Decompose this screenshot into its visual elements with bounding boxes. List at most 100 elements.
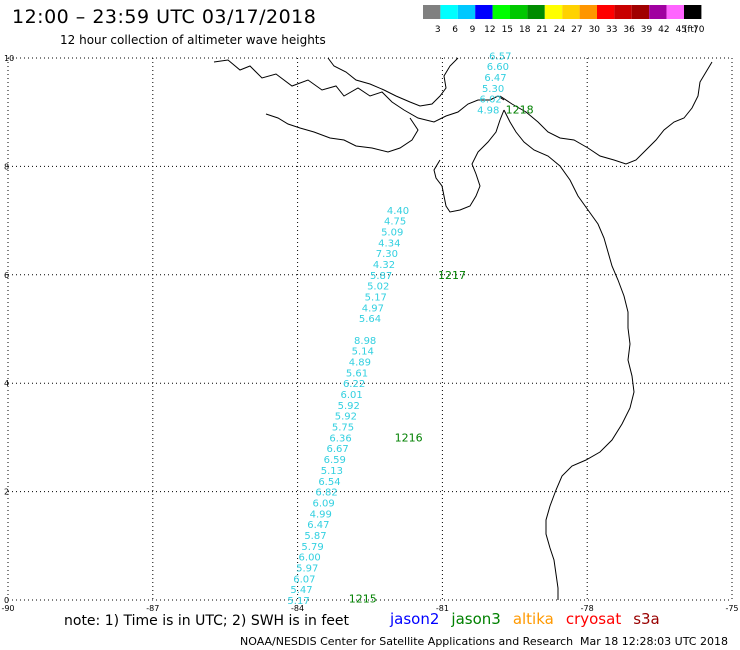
legend-label-6: 6	[452, 25, 458, 35]
lat-tick-label: 0	[4, 596, 9, 605]
pass-time-label: 1217	[438, 269, 466, 282]
wave-height-label: 4.89	[349, 358, 371, 369]
lon-tick-label: -84	[291, 604, 304, 613]
coastline-panama-pacific	[265, 113, 419, 153]
wave-height-label: 5.30	[482, 84, 504, 95]
wave-height-label: 6.59	[324, 455, 346, 466]
wave-height-label: 4.34	[378, 238, 400, 249]
track-labels: 5.175.476.075.976.005.795.876.474.996.09…	[287, 51, 533, 607]
legend-swatch-24	[544, 5, 563, 19]
color-scale-legend: 3 6 9 12 15 18 21 24 27 30 33 36 39 42 45 70(ft)	[423, 5, 705, 35]
wave-height-label: 5.87	[370, 271, 392, 282]
legend-swatch-12	[475, 5, 493, 19]
legend-label-36: 36	[623, 25, 635, 35]
wave-height-label: 5.92	[335, 412, 357, 423]
legend-label-45: 45	[676, 25, 687, 35]
legend-label-15: 15	[502, 25, 513, 35]
lon-tick-label: -75	[725, 604, 738, 613]
lat-tick-label: 6	[4, 271, 9, 280]
legend-swatch-33	[597, 5, 615, 19]
coastline	[213, 57, 713, 600]
wave-height-label: 4.98	[477, 105, 499, 116]
legend-swatch-9	[457, 5, 476, 19]
satellite-cryosat: cryosat	[565, 610, 622, 628]
wave-height-label: 7.30	[376, 249, 398, 260]
pass-time-label: 1215	[349, 592, 377, 605]
wave-height-label: 6.00	[299, 553, 321, 564]
legend-swatch-30	[579, 5, 597, 19]
wave-height-label: 6.60	[487, 62, 509, 73]
axis-labels: -90 -87 -84 -81 -78 -75 0 2 4 6 8 10	[1, 54, 738, 613]
map-subtitle: 12 hour collection of altimeter wave hei…	[60, 33, 326, 47]
lon-tick-label: -90	[1, 604, 14, 613]
lat-tick-label: 4	[4, 379, 9, 388]
coastline-colombia-north	[499, 61, 713, 165]
wave-height-label: 4.97	[362, 303, 384, 314]
wave-height-label: 6.02	[480, 95, 502, 106]
wave-height-label: 5.79	[301, 542, 323, 553]
wave-height-label: 5.02	[367, 282, 389, 293]
legend-label-27: 27	[571, 25, 582, 35]
legend-label-3: 3	[435, 25, 441, 35]
wave-height-label: 4.32	[373, 260, 395, 271]
wave-height-label: 5.17	[287, 596, 309, 607]
wave-height-label: 6.22	[343, 379, 365, 390]
wave-height-label: 6.57	[489, 51, 511, 62]
wave-height-label: 5.87	[304, 531, 326, 542]
lon-tick-label: -81	[436, 604, 449, 613]
legend-unit: (ft)	[684, 25, 698, 35]
legend-label-39: 39	[641, 25, 653, 35]
wave-height-label: 4.75	[384, 217, 406, 228]
lat-tick-label: 8	[4, 162, 9, 171]
legend-label-33: 33	[606, 25, 617, 35]
map-title: 12:00 – 23:59 UTC 03/17/2018	[12, 6, 317, 28]
legend-swatch-27	[562, 5, 580, 19]
satellite-s3a: s3a	[633, 610, 660, 628]
wave-height-label: 5.17	[365, 292, 387, 303]
wave-height-label: 6.47	[484, 73, 506, 84]
wave-height-label: 5.97	[296, 563, 318, 574]
pass-time-label: 1216	[395, 431, 423, 444]
legend-swatch-18	[510, 5, 528, 19]
lat-tick-label: 10	[4, 54, 14, 63]
legend-swatch-15	[492, 5, 510, 19]
legend-swatch-36	[614, 5, 632, 19]
legend-label-24: 24	[554, 25, 566, 35]
wave-height-label: 5.64	[359, 314, 381, 325]
coastline-colombia-pacific	[503, 109, 635, 600]
legend-label-21: 21	[536, 25, 547, 35]
wave-height-label: 6.67	[327, 444, 349, 455]
legend-swatch-6	[440, 5, 458, 19]
legend-swatch-45	[666, 5, 684, 19]
coastline-north-panama	[213, 59, 505, 123]
legend-swatch-21	[527, 5, 545, 19]
satellite-legend: jason2 jason3 altika cryosat s3a	[390, 610, 672, 628]
credit-line: NOAA/NESDIS Center for Satellite Applica…	[240, 635, 574, 648]
legend-label-70: 70	[693, 25, 705, 35]
legend-label-12: 12	[484, 25, 495, 35]
wave-height-label: 6.07	[293, 574, 315, 585]
gridlines	[7, 57, 733, 601]
lon-tick-label: -87	[146, 604, 159, 613]
coastline-caribbean-east	[327, 57, 459, 107]
satellite-jason3: jason3	[451, 610, 501, 628]
legend-swatch-39	[631, 5, 650, 19]
legend-swatch-42	[649, 5, 667, 19]
wave-height-label: 5.61	[346, 368, 368, 379]
legend-label-18: 18	[519, 25, 531, 35]
legend-label-30: 30	[589, 25, 601, 35]
wave-height-label: 5.92	[338, 401, 360, 412]
wave-height-label: 5.14	[352, 347, 374, 358]
wave-height-label: 6.47	[307, 520, 329, 531]
legend-label-9: 9	[470, 25, 476, 35]
coastline-azuero	[433, 109, 505, 213]
wave-height-label: 5.09	[381, 227, 403, 238]
wave-height-label: 4.40	[387, 206, 409, 217]
wave-height-label: 5.47	[290, 585, 312, 596]
wave-height-label: 6.09	[313, 498, 335, 509]
satellite-jason2: jason2	[390, 610, 440, 628]
pass-time-label: 1218	[506, 103, 534, 116]
wave-height-label: 5.75	[332, 423, 354, 434]
wave-height-label: 5.13	[321, 466, 343, 477]
